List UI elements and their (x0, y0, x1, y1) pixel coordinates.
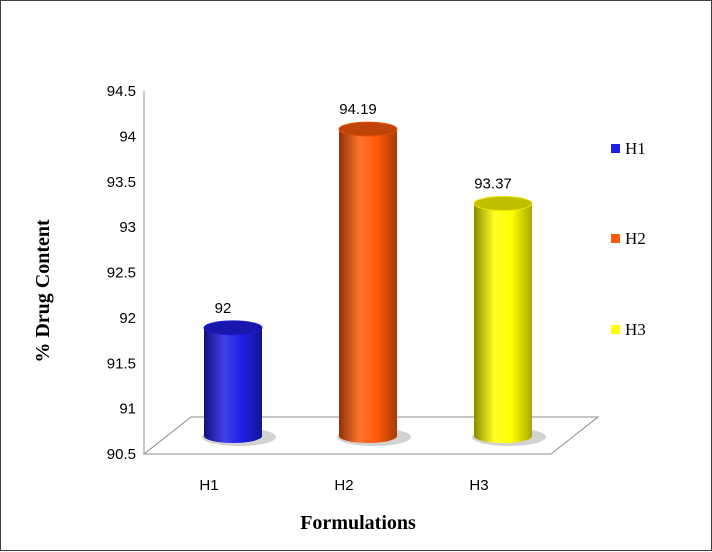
legend-label: H3 (625, 320, 646, 339)
x-tick-label: H1 (199, 477, 218, 494)
y-axis-title: % Drug Content (32, 219, 54, 363)
legend-label: H1 (625, 139, 646, 158)
bars (202, 121, 546, 446)
x-tick-label: H3 (469, 477, 488, 494)
bar-h3 (474, 203, 532, 443)
bar-h1 (204, 327, 262, 443)
legend-swatch-h3 (611, 325, 620, 334)
y-axis-ticks: 90.5 91 91.5 92 92.5 93 93.5 94 94.5 (107, 83, 136, 463)
y-tick-label: 93 (119, 219, 136, 236)
y-tick-label: 94.5 (107, 83, 136, 100)
data-label: 94.19 (339, 101, 377, 118)
legend: H1 H2 H3 (611, 139, 646, 339)
bar-top (203, 320, 263, 336)
y-tick-label: 90.5 (107, 446, 136, 463)
x-axis-tick-labels: H1 H2 H3 (199, 477, 488, 494)
bar-top (338, 121, 398, 137)
bar-top (473, 196, 533, 212)
y-tick-label: 91.5 (107, 355, 136, 372)
legend-label: H2 (625, 229, 646, 248)
bar-h2 (339, 129, 397, 443)
x-tick-label: H2 (334, 477, 353, 494)
data-labels: 92 94.19 93.37 (215, 101, 512, 317)
legend-swatch-h1 (611, 144, 620, 153)
y-tick-label: 93.5 (107, 174, 136, 191)
x-axis-title: Formulations (300, 512, 416, 534)
y-tick-label: 91 (119, 401, 136, 418)
data-label: 93.37 (474, 176, 512, 193)
y-tick-label: 92.5 (107, 265, 136, 282)
y-tick-label: 92 (119, 310, 136, 327)
data-label: 92 (215, 300, 232, 317)
y-tick-label: 94 (119, 128, 136, 145)
legend-swatch-h2 (611, 234, 620, 243)
